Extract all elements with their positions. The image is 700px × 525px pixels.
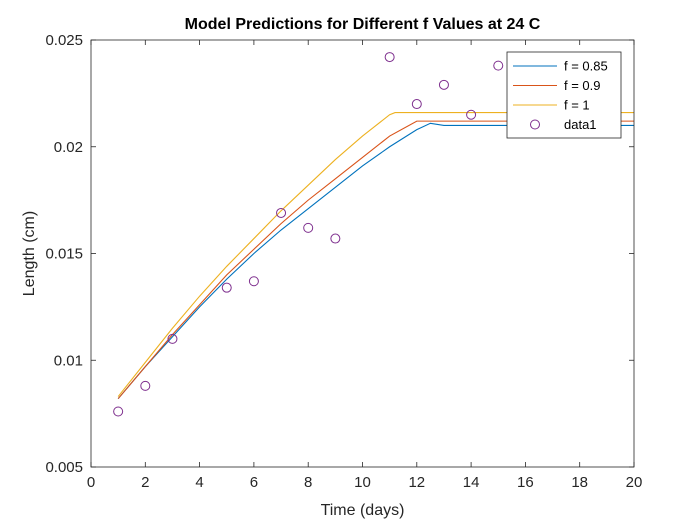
data-point <box>221 282 232 293</box>
y-tick-label: 0.025 <box>45 32 83 49</box>
series-line-f-0-9 <box>117 120 634 400</box>
legend-entry-label: f = 0.85 <box>564 59 608 74</box>
series-line-f-1 <box>117 112 634 397</box>
x-axis-label: Time (days) <box>321 502 405 519</box>
legend-entry-label: f = 0.9 <box>564 78 601 93</box>
data-point <box>303 222 314 233</box>
x-tick-label: 10 <box>354 474 371 491</box>
y-tick-label: 0.02 <box>54 139 83 156</box>
legend: f = 0.85 f = 0.9 f = 1 data1 <box>506 51 622 139</box>
data-point <box>330 233 341 244</box>
x-tick-label: 14 <box>463 474 480 491</box>
data-point <box>493 60 504 71</box>
x-tick-label: 4 <box>195 474 203 491</box>
data-point <box>411 99 422 110</box>
y-tick-label: 0.015 <box>45 246 83 263</box>
axes-layer: 0 2 4 6 8 10 12 14 16 18 20 0.005 0.01 0.015 0.02 0.025 <box>45 32 642 491</box>
data-point <box>276 207 287 218</box>
x-tick-label: 16 <box>517 474 534 491</box>
data-point <box>140 380 151 391</box>
y-tick-label: 0.01 <box>54 352 83 369</box>
data-point <box>167 333 178 344</box>
x-tick-label: 2 <box>141 474 149 491</box>
data-point <box>466 109 477 120</box>
y-axis-label: Length (cm) <box>21 211 38 296</box>
x-tick-label: 12 <box>408 474 425 491</box>
data-point <box>438 79 449 90</box>
legend-swatch-marker <box>530 119 540 130</box>
data-point <box>384 52 395 63</box>
x-tick-label: 8 <box>304 474 312 491</box>
series-line-f-0-85 <box>117 122 634 400</box>
x-tick-label: 6 <box>250 474 258 491</box>
x-tick-label: 20 <box>626 474 643 491</box>
data-point <box>113 406 124 417</box>
legend-entry-label: data1 <box>564 117 597 132</box>
x-tick-label: 0 <box>87 474 95 491</box>
series-layer <box>113 52 634 417</box>
y-tick-label: 0.005 <box>45 459 83 476</box>
data-point <box>248 276 259 287</box>
chart-title: Model Predictions for Different f Values… <box>185 16 541 33</box>
x-tick-label: 18 <box>571 474 588 491</box>
legend-entry-label: f = 1 <box>564 98 590 113</box>
